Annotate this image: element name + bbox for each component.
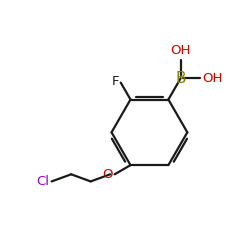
Text: Cl: Cl: [36, 175, 49, 188]
Text: F: F: [111, 75, 119, 88]
Text: OH: OH: [170, 44, 191, 57]
Text: OH: OH: [202, 72, 223, 85]
Text: B: B: [175, 71, 186, 86]
Text: O: O: [102, 168, 113, 181]
